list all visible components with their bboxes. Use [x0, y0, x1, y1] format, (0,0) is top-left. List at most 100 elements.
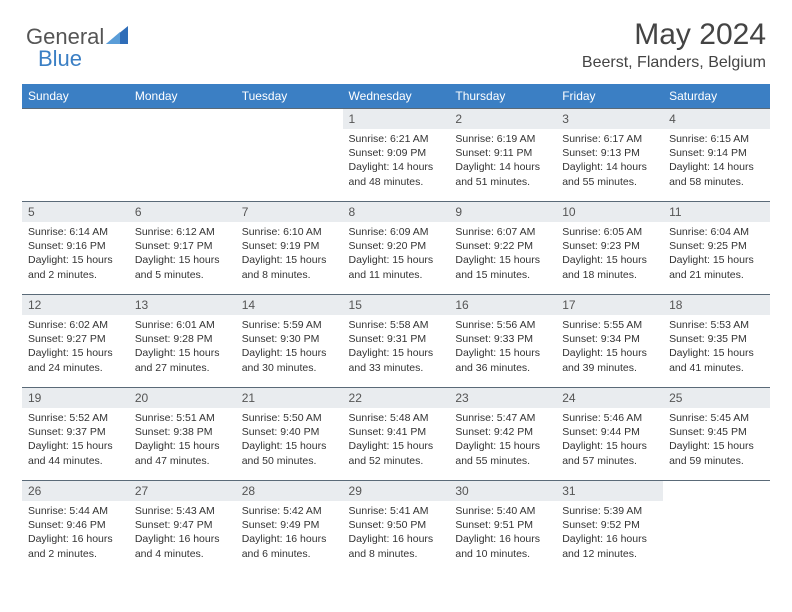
weekday-header: Tuesday [236, 84, 343, 109]
day-number: 4 [663, 109, 770, 129]
calendar-day-cell: 17Sunrise: 5:55 AMSunset: 9:34 PMDayligh… [556, 295, 663, 388]
day-details: Sunrise: 5:43 AMSunset: 9:47 PMDaylight:… [129, 501, 236, 565]
day-details: Sunrise: 5:58 AMSunset: 9:31 PMDaylight:… [343, 315, 450, 379]
calendar-day-cell: 9Sunrise: 6:07 AMSunset: 9:22 PMDaylight… [449, 202, 556, 295]
day-number: 25 [663, 388, 770, 408]
calendar-day-cell: 22Sunrise: 5:48 AMSunset: 9:41 PMDayligh… [343, 388, 450, 481]
calendar-day-cell: 25Sunrise: 5:45 AMSunset: 9:45 PMDayligh… [663, 388, 770, 481]
day-details: Sunrise: 5:59 AMSunset: 9:30 PMDaylight:… [236, 315, 343, 379]
day-details: Sunrise: 5:53 AMSunset: 9:35 PMDaylight:… [663, 315, 770, 379]
calendar-day-cell: 23Sunrise: 5:47 AMSunset: 9:42 PMDayligh… [449, 388, 556, 481]
calendar-day-cell: 12Sunrise: 6:02 AMSunset: 9:27 PMDayligh… [22, 295, 129, 388]
day-details: Sunrise: 5:51 AMSunset: 9:38 PMDaylight:… [129, 408, 236, 472]
calendar-day-cell: 16Sunrise: 5:56 AMSunset: 9:33 PMDayligh… [449, 295, 556, 388]
calendar-day-cell: 21Sunrise: 5:50 AMSunset: 9:40 PMDayligh… [236, 388, 343, 481]
calendar-day-cell: 5Sunrise: 6:14 AMSunset: 9:16 PMDaylight… [22, 202, 129, 295]
calendar-day-cell: 13Sunrise: 6:01 AMSunset: 9:28 PMDayligh… [129, 295, 236, 388]
calendar-day-cell: 14Sunrise: 5:59 AMSunset: 9:30 PMDayligh… [236, 295, 343, 388]
location-subtitle: Beerst, Flanders, Belgium [582, 54, 766, 72]
day-number: 3 [556, 109, 663, 129]
day-number: 2 [449, 109, 556, 129]
calendar-day-cell: 15Sunrise: 5:58 AMSunset: 9:31 PMDayligh… [343, 295, 450, 388]
weekday-header: Wednesday [343, 84, 450, 109]
calendar-week-row: 1Sunrise: 6:21 AMSunset: 9:09 PMDaylight… [22, 109, 770, 202]
day-details: Sunrise: 6:21 AMSunset: 9:09 PMDaylight:… [343, 129, 450, 193]
title-block: May 2024 Beerst, Flanders, Belgium [582, 18, 766, 72]
calendar-day-cell: 19Sunrise: 5:52 AMSunset: 9:37 PMDayligh… [22, 388, 129, 481]
day-number: 14 [236, 295, 343, 315]
day-details: Sunrise: 6:07 AMSunset: 9:22 PMDaylight:… [449, 222, 556, 286]
calendar-day-cell: 8Sunrise: 6:09 AMSunset: 9:20 PMDaylight… [343, 202, 450, 295]
calendar-day-cell [129, 109, 236, 202]
day-number: 22 [343, 388, 450, 408]
day-details: Sunrise: 6:09 AMSunset: 9:20 PMDaylight:… [343, 222, 450, 286]
day-details: Sunrise: 5:46 AMSunset: 9:44 PMDaylight:… [556, 408, 663, 472]
calendar-day-cell [236, 109, 343, 202]
day-number: 17 [556, 295, 663, 315]
day-number: 8 [343, 202, 450, 222]
day-number: 27 [129, 481, 236, 501]
weekday-header-row: Sunday Monday Tuesday Wednesday Thursday… [22, 84, 770, 109]
day-number: 28 [236, 481, 343, 501]
day-details: Sunrise: 6:19 AMSunset: 9:11 PMDaylight:… [449, 129, 556, 193]
day-number: 20 [129, 388, 236, 408]
day-details: Sunrise: 6:14 AMSunset: 9:16 PMDaylight:… [22, 222, 129, 286]
page-header: General May 2024 Beerst, Flanders, Belgi… [0, 0, 792, 78]
day-number: 26 [22, 481, 129, 501]
calendar-day-cell: 20Sunrise: 5:51 AMSunset: 9:38 PMDayligh… [129, 388, 236, 481]
day-details: Sunrise: 6:02 AMSunset: 9:27 PMDaylight:… [22, 315, 129, 379]
day-number: 1 [343, 109, 450, 129]
day-number: 29 [343, 481, 450, 501]
day-number: 18 [663, 295, 770, 315]
day-details: Sunrise: 5:42 AMSunset: 9:49 PMDaylight:… [236, 501, 343, 565]
brand-word-2: Blue [38, 46, 82, 72]
calendar-day-cell: 28Sunrise: 5:42 AMSunset: 9:49 PMDayligh… [236, 481, 343, 574]
day-number: 16 [449, 295, 556, 315]
day-details: Sunrise: 5:39 AMSunset: 9:52 PMDaylight:… [556, 501, 663, 565]
brand-triangle-icon [106, 24, 128, 50]
calendar-day-cell: 4Sunrise: 6:15 AMSunset: 9:14 PMDaylight… [663, 109, 770, 202]
day-number: 13 [129, 295, 236, 315]
calendar-week-row: 5Sunrise: 6:14 AMSunset: 9:16 PMDaylight… [22, 202, 770, 295]
day-details: Sunrise: 5:52 AMSunset: 9:37 PMDaylight:… [22, 408, 129, 472]
calendar-day-cell: 11Sunrise: 6:04 AMSunset: 9:25 PMDayligh… [663, 202, 770, 295]
day-number: 7 [236, 202, 343, 222]
day-number: 15 [343, 295, 450, 315]
day-number: 19 [22, 388, 129, 408]
calendar-table: Sunday Monday Tuesday Wednesday Thursday… [22, 84, 770, 574]
calendar-day-cell: 18Sunrise: 5:53 AMSunset: 9:35 PMDayligh… [663, 295, 770, 388]
calendar-week-row: 19Sunrise: 5:52 AMSunset: 9:37 PMDayligh… [22, 388, 770, 481]
calendar-day-cell: 3Sunrise: 6:17 AMSunset: 9:13 PMDaylight… [556, 109, 663, 202]
calendar-day-cell: 30Sunrise: 5:40 AMSunset: 9:51 PMDayligh… [449, 481, 556, 574]
day-number: 12 [22, 295, 129, 315]
day-number: 6 [129, 202, 236, 222]
day-details: Sunrise: 6:04 AMSunset: 9:25 PMDaylight:… [663, 222, 770, 286]
day-number: 11 [663, 202, 770, 222]
weekday-header: Thursday [449, 84, 556, 109]
day-number: 30 [449, 481, 556, 501]
calendar-day-cell [22, 109, 129, 202]
weekday-header: Saturday [663, 84, 770, 109]
calendar-day-cell: 29Sunrise: 5:41 AMSunset: 9:50 PMDayligh… [343, 481, 450, 574]
calendar-day-cell: 1Sunrise: 6:21 AMSunset: 9:09 PMDaylight… [343, 109, 450, 202]
calendar-day-cell: 26Sunrise: 5:44 AMSunset: 9:46 PMDayligh… [22, 481, 129, 574]
calendar-day-cell: 6Sunrise: 6:12 AMSunset: 9:17 PMDaylight… [129, 202, 236, 295]
calendar-body: 1Sunrise: 6:21 AMSunset: 9:09 PMDaylight… [22, 109, 770, 574]
day-details: Sunrise: 5:45 AMSunset: 9:45 PMDaylight:… [663, 408, 770, 472]
calendar-day-cell: 2Sunrise: 6:19 AMSunset: 9:11 PMDaylight… [449, 109, 556, 202]
calendar-day-cell: 7Sunrise: 6:10 AMSunset: 9:19 PMDaylight… [236, 202, 343, 295]
calendar-day-cell: 27Sunrise: 5:43 AMSunset: 9:47 PMDayligh… [129, 481, 236, 574]
calendar-day-cell: 31Sunrise: 5:39 AMSunset: 9:52 PMDayligh… [556, 481, 663, 574]
day-number: 9 [449, 202, 556, 222]
day-number: 31 [556, 481, 663, 501]
day-number: 5 [22, 202, 129, 222]
day-details: Sunrise: 5:47 AMSunset: 9:42 PMDaylight:… [449, 408, 556, 472]
calendar-day-cell: 10Sunrise: 6:05 AMSunset: 9:23 PMDayligh… [556, 202, 663, 295]
day-details: Sunrise: 6:05 AMSunset: 9:23 PMDaylight:… [556, 222, 663, 286]
day-details: Sunrise: 5:50 AMSunset: 9:40 PMDaylight:… [236, 408, 343, 472]
day-details: Sunrise: 6:17 AMSunset: 9:13 PMDaylight:… [556, 129, 663, 193]
day-details: Sunrise: 6:12 AMSunset: 9:17 PMDaylight:… [129, 222, 236, 286]
day-details: Sunrise: 6:01 AMSunset: 9:28 PMDaylight:… [129, 315, 236, 379]
day-details: Sunrise: 5:56 AMSunset: 9:33 PMDaylight:… [449, 315, 556, 379]
day-details: Sunrise: 5:41 AMSunset: 9:50 PMDaylight:… [343, 501, 450, 565]
